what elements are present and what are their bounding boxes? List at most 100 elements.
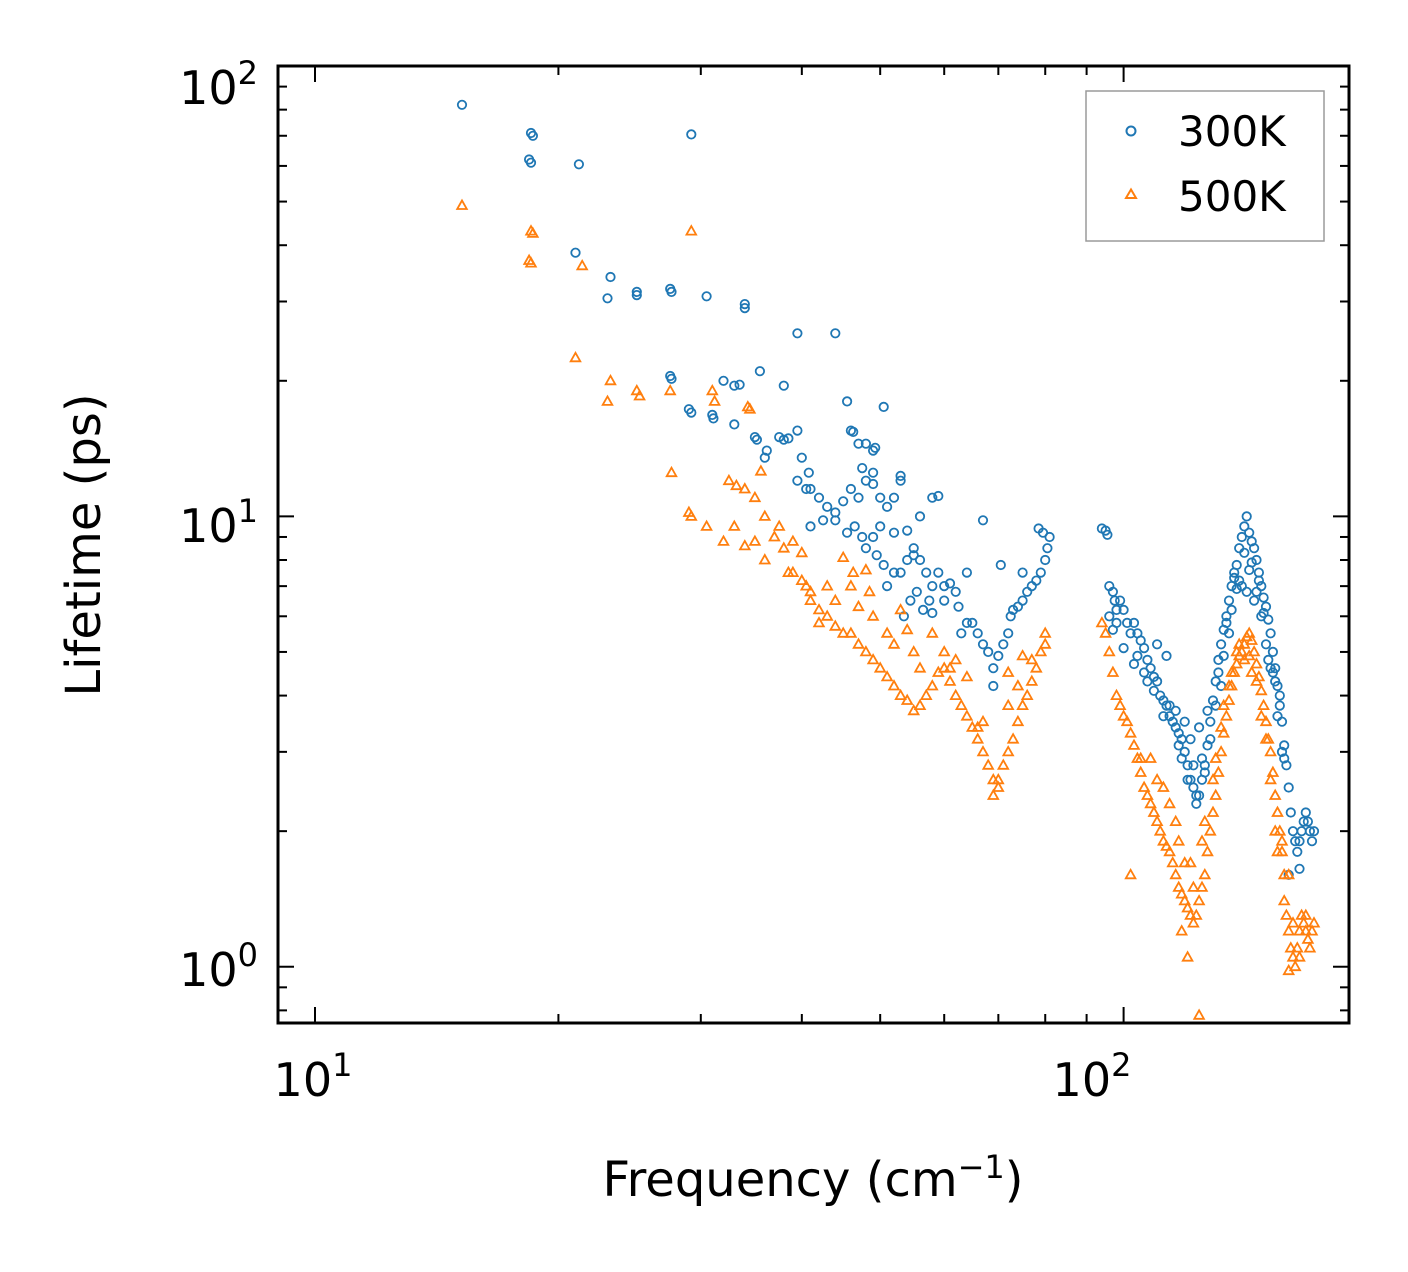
point-300K: [933, 567, 944, 578]
point-500K: [455, 198, 469, 210]
point-300K: [998, 639, 1009, 650]
point-500K: [1124, 867, 1137, 880]
point-500K: [1038, 626, 1052, 638]
point-300K: [1102, 529, 1113, 540]
point-500K: [1198, 867, 1212, 880]
point-300K: [783, 433, 794, 444]
point-300K: [1270, 676, 1281, 687]
point-500K: [937, 645, 951, 657]
point-300K: [805, 521, 816, 532]
point-500K: [943, 661, 957, 673]
point-300K: [1283, 782, 1294, 793]
point-500K: [1147, 805, 1161, 817]
point-500K: [1254, 709, 1268, 721]
point-300K: [1253, 575, 1265, 586]
point-300K: [1258, 592, 1269, 603]
point-300K: [1199, 767, 1210, 778]
point-300K: [1202, 705, 1213, 716]
point-300K: [739, 298, 750, 310]
point-500K: [717, 534, 730, 546]
point-500K: [1297, 916, 1311, 928]
point-300K: [845, 483, 857, 495]
point-300K: [1294, 836, 1305, 847]
point-500K: [777, 541, 791, 553]
point-500K: [1195, 880, 1209, 892]
point-500K: [1271, 844, 1284, 857]
point-300K: [686, 407, 697, 418]
point-500K: [1305, 924, 1319, 936]
point-500K: [772, 519, 786, 531]
point-300K: [1167, 716, 1178, 727]
point-300K: [1161, 650, 1172, 662]
series-300K-points: [456, 99, 1320, 880]
point-300K: [778, 434, 789, 445]
point-300K: [1226, 604, 1237, 616]
point-300K: [1221, 611, 1232, 622]
point-500K: [1163, 796, 1176, 809]
point-500K: [1301, 932, 1315, 944]
point-300K: [1161, 700, 1172, 711]
point-500K: [1264, 745, 1277, 757]
point-500K: [1266, 765, 1280, 777]
point-500K: [743, 402, 757, 414]
point-500K: [925, 679, 939, 691]
point-500K: [873, 661, 887, 673]
x-tick-label-10: 101: [274, 1046, 353, 1107]
point-300K: [867, 531, 879, 543]
point-500K: [1303, 941, 1317, 953]
point-500K: [1157, 780, 1170, 792]
point-500K: [1169, 814, 1183, 826]
point-500K: [1209, 788, 1223, 800]
point-300K: [1111, 617, 1122, 629]
point-300K: [888, 567, 900, 578]
point-300K: [1170, 722, 1181, 733]
point-300K: [754, 366, 766, 377]
point-300K: [1281, 760, 1292, 771]
point-500K: [1160, 839, 1173, 851]
point-500K: [949, 653, 963, 665]
point-300K: [908, 543, 919, 554]
point-500K: [804, 584, 817, 597]
point-300K: [988, 680, 999, 692]
point-500K: [1242, 649, 1256, 661]
point-500K: [1254, 683, 1268, 696]
point-300K: [881, 501, 893, 512]
point-500K: [1290, 941, 1304, 953]
point-300K: [848, 426, 859, 437]
point-500K: [1268, 824, 1282, 836]
point-500K: [996, 758, 1010, 770]
point-300K: [792, 328, 803, 339]
point-300K: [895, 470, 906, 481]
point-300K: [841, 396, 853, 407]
point-500K: [1095, 616, 1109, 628]
point-500K: [1195, 834, 1209, 846]
point-300K: [977, 515, 989, 526]
point-300K: [841, 527, 853, 538]
point-300K: [1017, 595, 1028, 606]
point-500K: [1250, 674, 1263, 686]
point-500K: [1242, 626, 1256, 638]
point-500K: [1175, 887, 1189, 899]
point-500K: [1141, 788, 1154, 800]
point-500K: [1212, 765, 1225, 777]
point-300K: [729, 419, 740, 430]
point-300K: [1191, 790, 1202, 801]
point-500K: [1257, 698, 1270, 710]
point-300K: [1251, 586, 1262, 597]
point-300K: [830, 515, 841, 526]
point-300K: [1241, 511, 1252, 522]
point-500K: [1293, 924, 1306, 936]
point-300K: [1111, 604, 1122, 616]
point-300K: [927, 607, 938, 619]
point-300K: [1244, 564, 1255, 576]
point-300K: [950, 586, 961, 597]
point-300K: [988, 663, 999, 674]
point-500K: [1137, 780, 1151, 792]
point-300K: [972, 628, 983, 639]
point-500K: [1113, 698, 1127, 710]
point-300K: [1188, 760, 1199, 771]
point-500K: [1280, 908, 1293, 920]
y-tick-label-100: 102: [179, 54, 258, 115]
point-300K: [605, 271, 616, 283]
legend: 300K 500K: [1085, 90, 1325, 242]
